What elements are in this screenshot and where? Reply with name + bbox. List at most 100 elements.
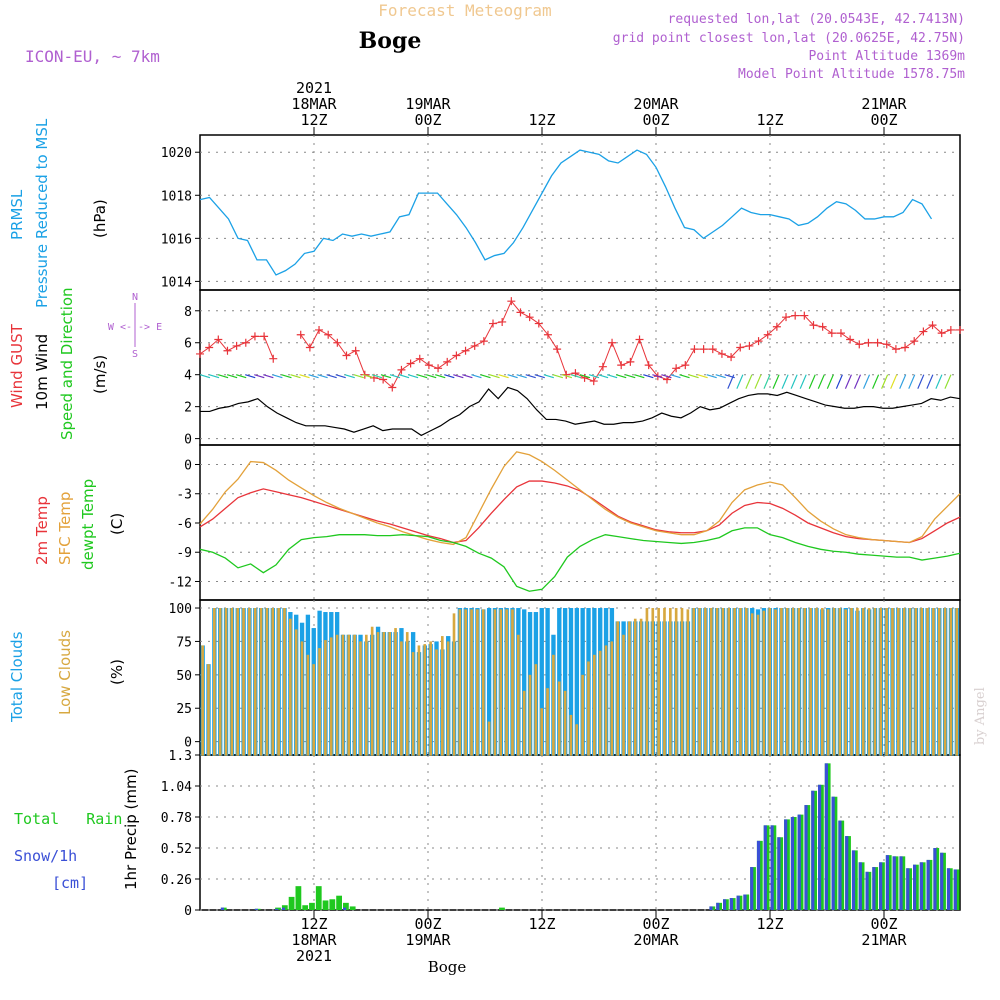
- low-cloud-bar: [271, 608, 275, 756]
- total-clouds-label: Total Clouds: [8, 631, 26, 723]
- wind-arrow: [444, 374, 455, 379]
- low-cloud-bar: [306, 654, 310, 756]
- precip-ytick-label: 1.04: [161, 780, 192, 795]
- credit-label: by Angel: [973, 687, 988, 745]
- low-cloud-bar: [201, 645, 204, 756]
- wind-arrow: [688, 374, 699, 379]
- pressure-unit: (hPa): [91, 199, 109, 238]
- low-cloud-bar: [832, 608, 836, 756]
- wind-arrow: [462, 374, 473, 379]
- wind-arrow: [890, 374, 898, 389]
- wind-arrow: [899, 374, 907, 389]
- low-cloud-bar: [902, 608, 906, 756]
- gridpoint-coords: grid point closest lon,lat (20.0625E, 42…: [613, 31, 965, 46]
- low-cloud-bar: [896, 608, 900, 756]
- wind-arrow: [326, 374, 337, 379]
- location-title: Boge: [359, 28, 422, 54]
- rain-bar: [343, 902, 349, 910]
- wind-arrow: [736, 374, 744, 389]
- dewpt-line: [199, 527, 961, 592]
- low-cloud-bar: [663, 608, 666, 756]
- snow-bar: [885, 855, 890, 910]
- temp-unit: (C): [108, 513, 126, 535]
- wind-ytick-label: 4: [184, 369, 192, 384]
- wind-arrow: [507, 374, 518, 379]
- low-cloud-bar: [400, 641, 403, 756]
- wind-arrow: [272, 374, 283, 379]
- top-axis-label: 2021: [296, 79, 332, 97]
- low-cloud-bar: [920, 608, 924, 756]
- snow-bar: [851, 850, 856, 910]
- snow-bar: [777, 837, 781, 910]
- low-cloud-bar: [382, 632, 386, 756]
- temp-ytick-label: -9: [176, 546, 192, 561]
- wind-arrow: [917, 374, 925, 389]
- wind-arrow: [263, 374, 274, 379]
- low-cloud-bar: [470, 609, 473, 756]
- rain-bar: [288, 896, 295, 910]
- snow-bar: [763, 825, 767, 910]
- pressure-ytick-label: 1014: [161, 275, 192, 290]
- bottom-axis-label: 19MAR: [405, 931, 451, 949]
- gust-marker: [296, 330, 305, 339]
- low-cloud-bar: [347, 634, 351, 756]
- precip-panel-labels: Total Rain Snow/1h [cm] 1hr Precip (mm): [14, 769, 140, 892]
- low-cloud-bar: [353, 634, 356, 756]
- pressure-ytick-label: 1018: [161, 189, 192, 204]
- low-cloud-bar: [762, 610, 766, 756]
- rain-bar: [295, 886, 302, 910]
- bottom-axis-label: 00Z: [642, 915, 669, 933]
- top-axis-label: 00Z: [414, 111, 441, 129]
- bottom-axis-label: 00Z: [870, 915, 897, 933]
- clouds-ytick-label: 25: [176, 702, 192, 717]
- wind-arrow: [561, 374, 573, 379]
- wind-arrow: [606, 374, 618, 379]
- pressure-ytick-label: 1016: [161, 232, 192, 247]
- low-cloud-bar: [820, 608, 824, 756]
- low-cloud-bar: [341, 634, 345, 756]
- cloud-unit: (%): [108, 659, 126, 685]
- low-cloud-bar: [955, 608, 959, 756]
- meteogram-panels: 1014 1016 1018 1020 0 2 4 6 8 -12 -9 -6 -3 0 0 25 50 75 10…: [161, 134, 964, 919]
- temp-ytick-label: -3: [176, 488, 192, 503]
- low-cloud-bar: [616, 621, 620, 756]
- low-cloud-bar: [376, 632, 380, 756]
- wind-arrow: [853, 374, 862, 389]
- low-cloud-bar: [879, 608, 883, 756]
- wind-arrow: [398, 374, 410, 379]
- sfctemp-label: SFC Temp: [56, 492, 74, 565]
- snow-bar: [913, 864, 917, 910]
- snow-bar: [220, 907, 225, 910]
- wind-ytick-label: 2: [184, 401, 192, 416]
- wind-arrow: [862, 374, 871, 389]
- pressure-line: [199, 149, 933, 276]
- low-cloud-bar: [452, 613, 456, 756]
- low-cloud-bar: [891, 608, 894, 756]
- bottom-axis-label: 2021: [296, 947, 332, 965]
- compass-south: S: [132, 349, 138, 360]
- snow-bar: [818, 784, 822, 910]
- snow-bar: [275, 908, 279, 910]
- low-cloud-bar: [867, 608, 871, 756]
- wind-arrow: [516, 374, 527, 379]
- snow-bar: [723, 899, 727, 910]
- snow-bar: [804, 805, 808, 910]
- low-cloud-bar: [388, 632, 392, 756]
- snow-bar: [906, 868, 910, 910]
- top-axis-label: 20MAR: [633, 95, 679, 113]
- low-cloud-bar: [797, 608, 801, 756]
- top-axis-label: 21MAR: [861, 95, 907, 113]
- low-cloud-bar: [329, 637, 333, 756]
- top-axis-label: 12Z: [300, 111, 327, 129]
- wind-arrow: [715, 374, 726, 379]
- wind-arrow: [727, 374, 735, 389]
- wind-arrow: [543, 374, 554, 379]
- bottom-axis-label: 21MAR: [861, 931, 907, 949]
- wind-arrow: [697, 374, 708, 379]
- clouds-ytick-label: 100: [169, 602, 192, 617]
- snow-bar: [940, 852, 944, 910]
- low-cloud-bar: [815, 608, 818, 756]
- precip-ytick-label: 0: [184, 904, 192, 919]
- wind-arrow: [254, 374, 265, 379]
